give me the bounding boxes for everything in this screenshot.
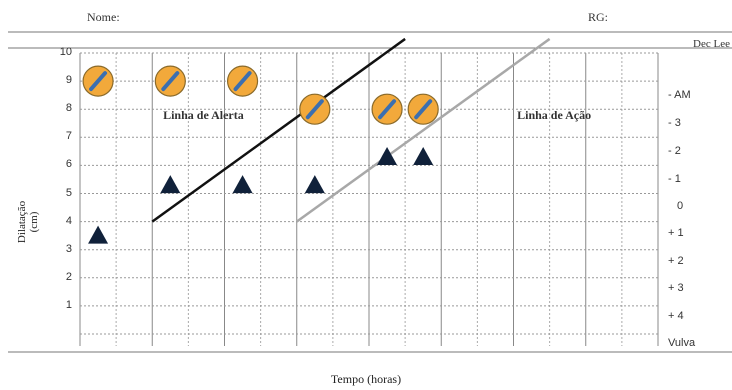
station-tick-label: 0 (677, 200, 684, 212)
corner-label: Dec Lee (693, 38, 730, 50)
station-tick-label: + 1 (668, 227, 684, 239)
descent-point (232, 175, 253, 194)
descent-point (413, 146, 434, 165)
station-tick-label: - AM (668, 89, 691, 101)
name-label: Nome: (87, 10, 120, 24)
dilation-point (371, 93, 403, 125)
dilation-point (82, 65, 114, 97)
station-tick-label: + 3 (668, 282, 684, 294)
descent-point (160, 175, 181, 194)
dilation-point (226, 65, 259, 97)
y-tick-label: 4 (65, 214, 72, 227)
station-tick-label: - 2 (668, 145, 681, 157)
y-tick-label: 6 (65, 158, 72, 171)
station-tick-label: - 1 (668, 173, 681, 185)
y-tick-label: 7 (65, 130, 72, 143)
y-axis-label: Dilatação (cm) (16, 200, 40, 244)
station-tick-label: Vulva (668, 337, 696, 349)
y-tick-label: 5 (65, 186, 72, 199)
station-tick-label: - 3 (668, 117, 681, 129)
y-tick-label: 2 (65, 270, 72, 283)
x-axis-label: Tempo (horas) (330, 372, 402, 386)
alert-line (151, 37, 406, 223)
dilation-point (299, 93, 331, 125)
dilation-point (407, 93, 439, 125)
y-tick-label: 10 (59, 46, 72, 58)
dilation-point (154, 65, 186, 97)
y-tick-label: 1 (65, 298, 72, 311)
y-tick-label: 3 (65, 242, 72, 255)
descent-point (88, 225, 109, 244)
station-tick-label: + 2 (668, 255, 684, 267)
rg-label: RG: (588, 10, 609, 24)
y-axis-label-line2: (cm) (28, 211, 40, 233)
descent-point (304, 175, 325, 194)
y-tick-label: 9 (65, 74, 72, 87)
station-tick-label: + 4 (668, 310, 684, 322)
line-annotation: Linha de Alerta (163, 107, 244, 122)
y-axis-label-line1: Dilatação (16, 200, 28, 244)
y-tick-label: 8 (65, 102, 72, 115)
descent-point (377, 146, 398, 165)
line-annotation: Linha de Ação (517, 107, 592, 122)
action-line (296, 37, 551, 223)
